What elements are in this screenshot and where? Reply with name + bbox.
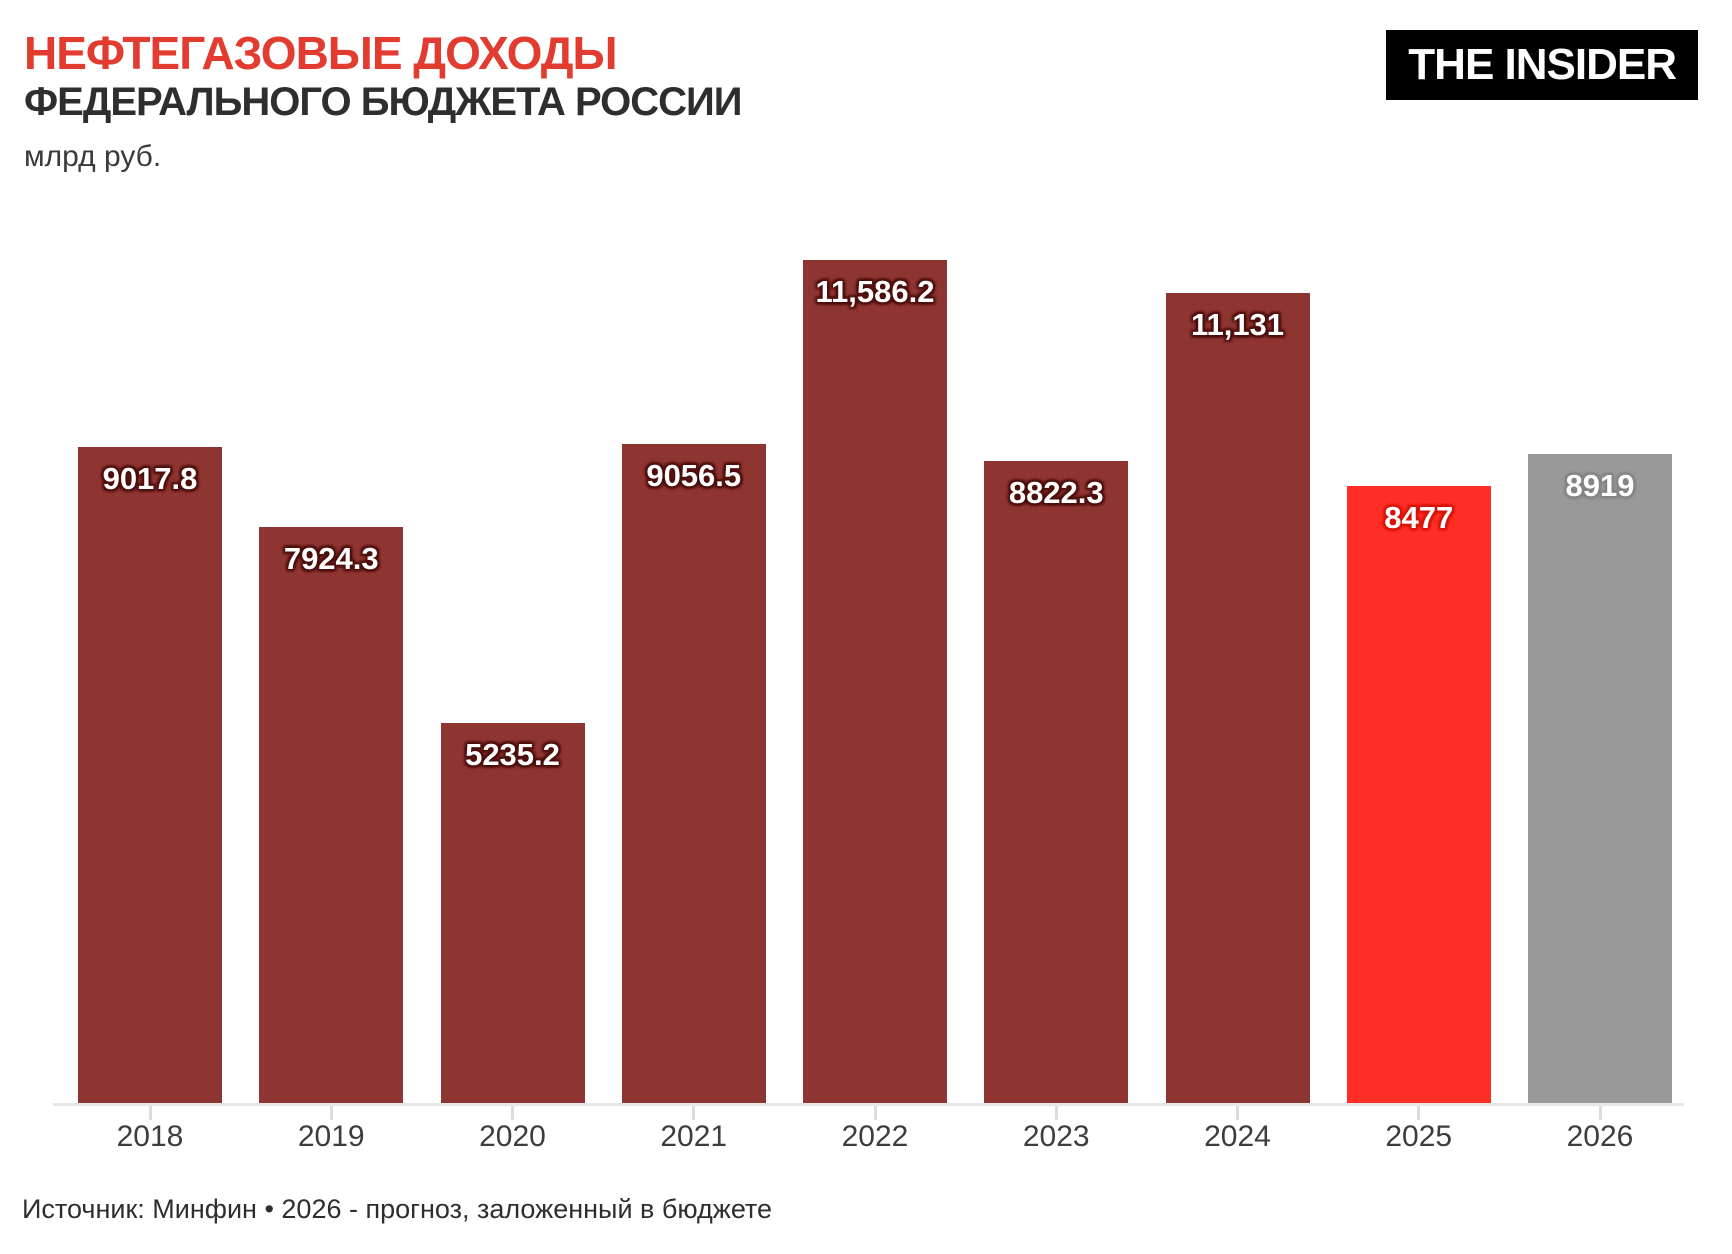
bar-2021: 9056.5	[621, 444, 766, 1104]
the-insider-logo: THE INSIDER	[1386, 30, 1698, 100]
x-tick-2020	[511, 1106, 514, 1120]
x-axis-label-2021: 2021	[660, 1120, 728, 1153]
bar-value-label-2026: 8919	[1565, 468, 1635, 503]
chart-title: НЕФТЕГАЗОВЫЕ ДОХОДЫ	[24, 27, 618, 79]
x-axis-ticks	[78, 1106, 1672, 1120]
x-axis-line	[53, 1103, 1684, 1106]
bar-value-label-2022: 11,586.2	[815, 274, 935, 309]
x-axis-label-2020: 2020	[479, 1120, 546, 1153]
bar-value-label-2020: 5235.2	[465, 737, 560, 772]
bar-2025: 8477	[1346, 486, 1491, 1104]
bar-chart-plot: 9017.8 7924.3 5235.2 9056.5 11,586.2 8822.3 11…	[78, 260, 1672, 1104]
x-axis-label-2019: 2019	[297, 1120, 365, 1153]
x-axis-label-2026: 2026	[1566, 1120, 1634, 1153]
x-tick-2021	[692, 1106, 695, 1120]
x-axis-label-2018: 2018	[116, 1120, 184, 1153]
bar-2018: 9017.8	[78, 447, 222, 1104]
x-tick-2026	[1599, 1106, 1602, 1120]
x-axis-labels: 2018 2019 2020 2021 2022 2023 2024 2025 2026	[78, 1120, 1672, 1154]
x-tick-2022	[874, 1106, 877, 1120]
x-tick-2024	[1236, 1106, 1239, 1120]
bar-2023: 8822.3	[984, 461, 1129, 1104]
bar-value-label-2021: 9056.5	[646, 458, 742, 493]
bar-2024: 11,131	[1165, 293, 1310, 1104]
bar-value-label-2018: 9017.8	[102, 461, 198, 496]
x-axis-label-2023: 2023	[1022, 1120, 1090, 1153]
bar-value-label-2019: 7924.3	[283, 541, 379, 576]
x-tick-2018	[149, 1106, 152, 1120]
x-tick-2025	[1417, 1106, 1420, 1120]
bar-2019: 7924.3	[259, 527, 404, 1104]
x-tick-2023	[1055, 1106, 1058, 1120]
bar-value-label-2024: 11,131	[1190, 307, 1285, 342]
bar-value-label-2025: 8477	[1384, 500, 1454, 535]
x-tick-2019	[330, 1106, 333, 1120]
bar-2022: 11,586.2	[803, 260, 947, 1104]
x-axis-label-2022: 2022	[841, 1120, 909, 1153]
bar-2026: 8919	[1528, 454, 1672, 1104]
units-label: млрд руб.	[24, 140, 162, 173]
bar-value-label-2023: 8822.3	[1008, 475, 1104, 510]
x-axis-label-2025: 2025	[1385, 1120, 1453, 1153]
bar-2020: 5235.2	[440, 723, 585, 1104]
source-note: Источник: Минфин • 2026 - прогноз, залож…	[22, 1194, 773, 1224]
x-axis-label-2024: 2024	[1204, 1120, 1271, 1153]
chart-subtitle: ФЕДЕРАЛЬНОГО БЮДЖЕТА РОССИИ	[24, 80, 743, 124]
